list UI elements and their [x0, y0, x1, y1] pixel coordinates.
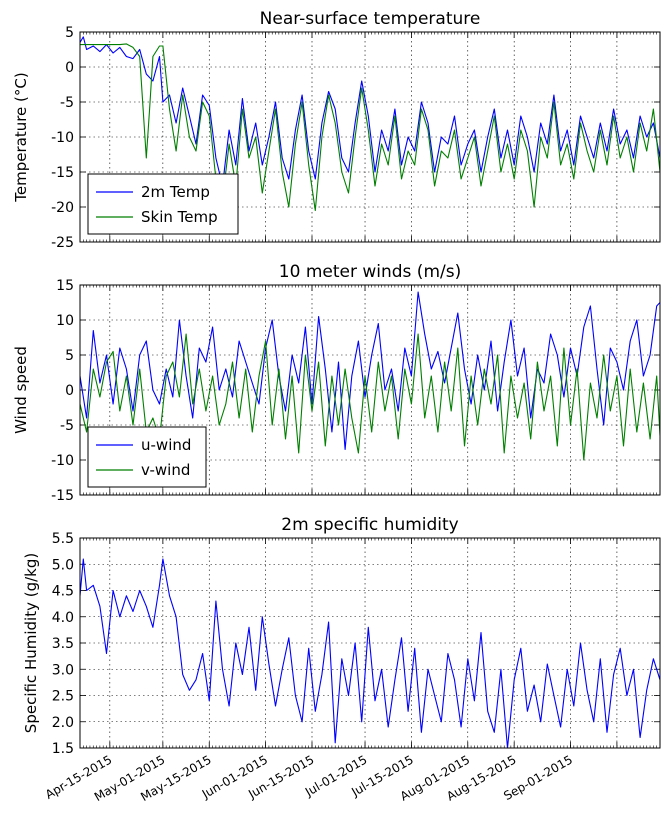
y-tick-label: 3.0 — [52, 662, 74, 678]
legend-box — [87, 173, 239, 235]
chart-title: Near-surface temperature — [260, 9, 481, 29]
y-tick-label: 5 — [65, 25, 74, 41]
y-tick-label: 0 — [65, 60, 74, 76]
series-group — [80, 36, 660, 212]
chart-title: 10 meter winds (m/s) — [279, 262, 461, 282]
series-line-2m-temp — [80, 36, 660, 187]
y-tick-label: 10 — [56, 313, 74, 329]
legend-label: 2m Temp — [141, 183, 210, 201]
y-tick-label: -15 — [51, 488, 74, 504]
y-axis-label: Temperature (°C) — [12, 72, 30, 202]
legend-label: Skin Temp — [141, 208, 218, 226]
legend-label: v-wind — [141, 461, 190, 479]
legend-box — [87, 426, 207, 488]
series-line-u-wind — [80, 291, 660, 451]
y-tick-label: 2.5 — [52, 689, 74, 705]
y-tick-label: 5.0 — [52, 557, 74, 573]
panel-2: 10 meter winds (m/s) Wind speed 15 10 5 0 -5 -1… — [12, 262, 661, 504]
y-tick-label: 3.5 — [52, 636, 74, 652]
y-tick-label: -5 — [60, 95, 74, 111]
y-tick-label: -25 — [51, 235, 74, 251]
y-tick-label: -20 — [51, 200, 74, 216]
series-line-humidity — [80, 558, 660, 748]
y-tick-label: -5 — [60, 418, 74, 434]
y-tick-label: 5 — [65, 348, 74, 364]
panel-3: 2m specific humidity Specific Humidity (g… — [22, 515, 661, 804]
panel-1: Near-surface temperature Temperature (°C)… — [12, 9, 661, 251]
chart-title: 2m specific humidity — [281, 515, 459, 535]
series-group — [80, 558, 660, 748]
y-tick-label: -15 — [51, 165, 74, 181]
legend: u-wind v-wind — [87, 426, 207, 488]
y-axis-label: Wind speed — [12, 346, 30, 434]
y-tick-label: -10 — [51, 453, 74, 469]
plot-frame — [79, 31, 661, 243]
legend: 2m Temp Skin Temp — [87, 173, 239, 235]
y-tick-label: -10 — [51, 130, 74, 146]
plot-frame — [79, 537, 661, 749]
y-tick-label: 1.5 — [52, 741, 74, 757]
y-tick-label: 4.0 — [52, 610, 74, 626]
y-tick-label: 5.5 — [52, 531, 74, 547]
series-line-skin-temp — [80, 43, 660, 212]
y-axis-label: Specific Humidity (g/kg) — [22, 553, 40, 733]
series-line-v-wind — [80, 333, 660, 461]
plot-frame — [79, 284, 661, 496]
y-tick-label: 2.0 — [52, 715, 74, 731]
series-group — [80, 291, 660, 461]
y-tick-label: 15 — [56, 278, 74, 294]
legend-label: u-wind — [141, 436, 191, 454]
y-tick-label: 0 — [65, 383, 74, 399]
y-tick-label: 4.5 — [52, 584, 74, 600]
